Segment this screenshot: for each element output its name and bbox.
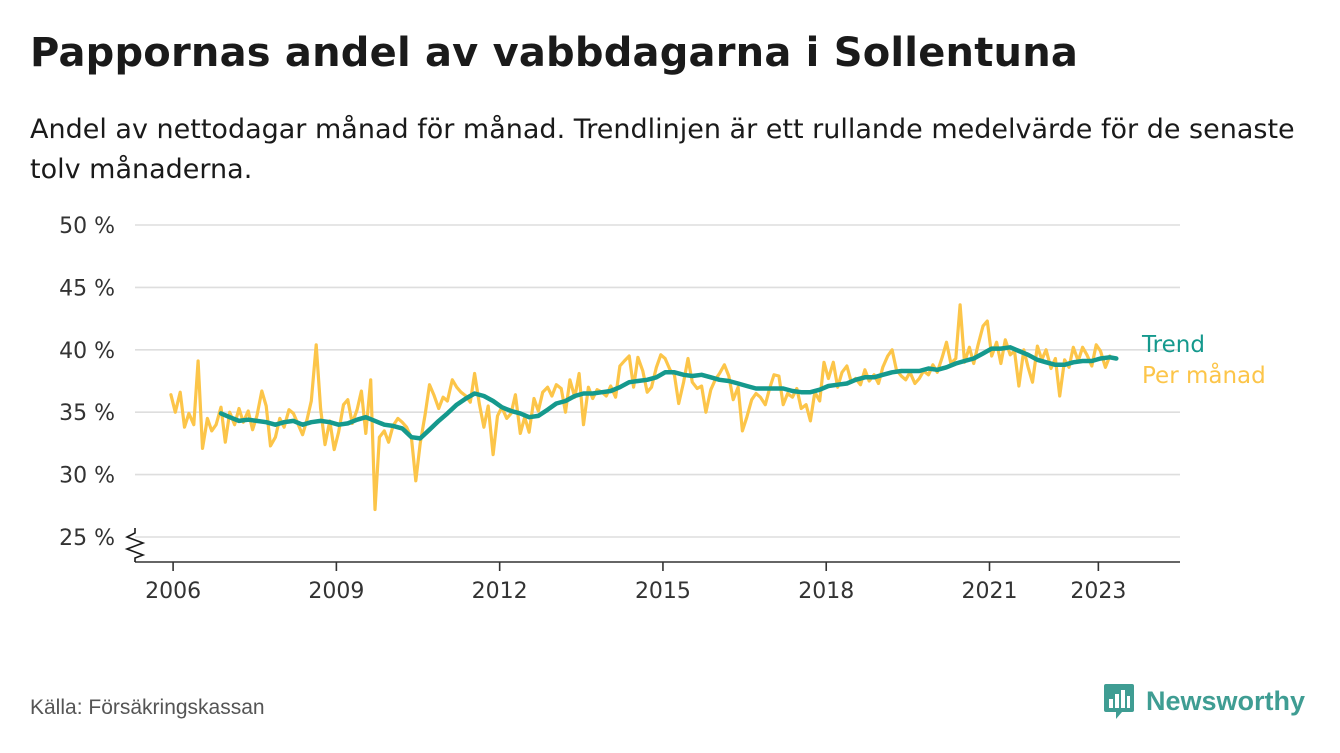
x-tick-label: 2012 [472,579,528,604]
source-note: Källa: Försäkringskassan [30,696,265,719]
y-tick-label: 30 % [59,464,115,489]
y-tick-label: 45 % [59,276,115,301]
newsworthy-logo[interactable]: Newsworthy [1102,682,1305,720]
series-line-per-manad [169,303,1112,512]
axes [124,528,1180,571]
axis-break-icon [124,528,146,562]
y-tick-label: 40 % [59,339,115,364]
x-tick-label: 2006 [145,579,201,604]
y-tick-label: 25 % [59,526,115,551]
chart-title: Pappornas andel av vabbdagarna i Sollent… [30,30,1079,76]
y-tick-label: 35 % [59,401,115,426]
legend-label-per-manad: Per månad [1142,361,1266,389]
series-line-trend [218,345,1119,441]
gridlines [135,224,1180,538]
x-tick-label: 2021 [962,579,1018,604]
brand-name: Newsworthy [1146,685,1306,716]
series-lines [169,303,1119,512]
y-tick-label: 50 % [59,214,115,239]
line-chart: 25 % 30 % 35 % 40 % 45 % 50 % 2006 2009 2012 2015… [59,214,1266,604]
x-tick-label: 2018 [798,579,854,604]
x-tick-label: 2015 [635,579,691,604]
labels: 25 % 30 % 35 % 40 % 45 % 50 % 2006 2009 2012 2015… [59,214,1266,604]
legend-label-trend: Trend [1141,332,1205,358]
chart-subtitle: Andel av nettodagar månad för månad. Tre… [30,114,1295,185]
x-tick-label: 2023 [1070,579,1126,604]
newsworthy-logo-icon [1104,684,1134,719]
x-tick-label: 2009 [308,579,364,604]
